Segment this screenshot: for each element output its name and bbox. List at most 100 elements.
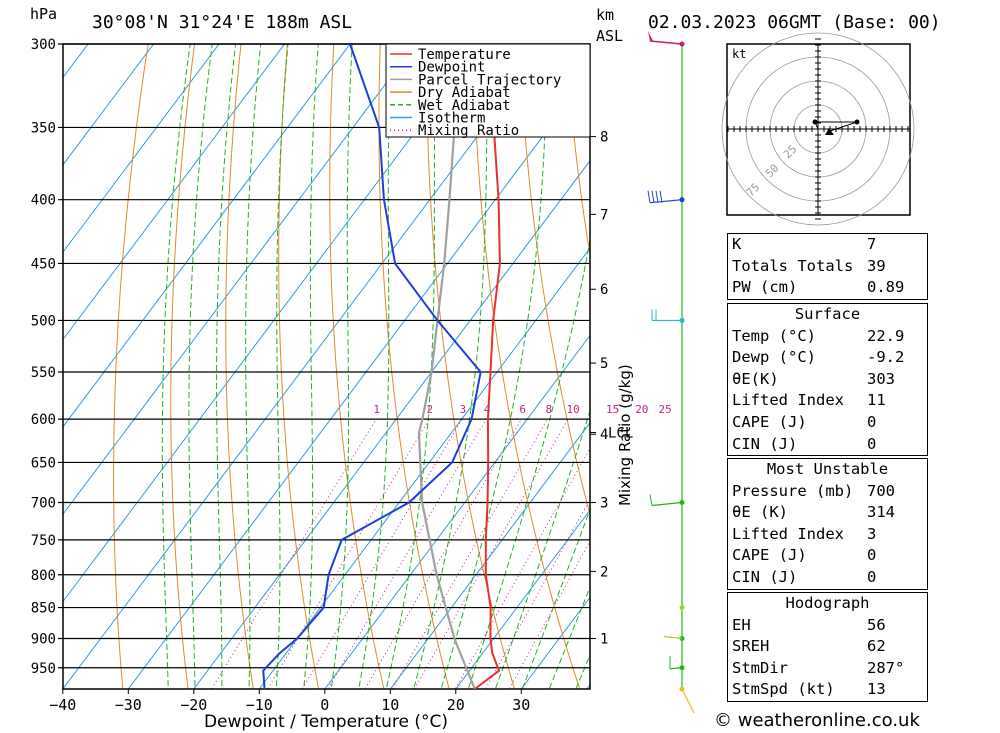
copyright-text: © weatheronline.co.uk [714,710,920,731]
legend-label: Isotherm [418,111,485,127]
dry-adiabat-line [426,44,515,689]
hodograph-title: Hodograph [785,594,870,612]
wind-flag [648,31,653,41]
most-unstable-table: Most Unstable Pressure (mb) 700 θE (K) 314 L… [727,458,928,590]
wind-barb [649,40,683,45]
wind-barb [663,635,683,640]
hodograph-unit: kt [732,47,746,61]
mixing-ratio-label: 2 [427,403,434,416]
dry-adiabat-line [978,26,1000,722]
x-tick-label: −10 [246,696,273,714]
isotherm-line [324,334,590,689]
dry-adiabat-line [519,44,590,517]
dry-adiabat-line [329,44,385,689]
dry-adiabat-line [278,44,320,689]
wet-adiabat-line [330,44,353,689]
index-row: Totals Totals 39 [728,256,927,278]
mixing-ratio-label: 8 [546,403,553,416]
dry-adiabat-line [225,44,254,689]
surface-row: Lifted Index 11 [728,390,927,412]
mixing-ratio-label: 10 [567,403,580,416]
unstable-value: 0 [867,546,877,565]
wet-adiabat-line [245,44,262,689]
surface-value: 0 [867,412,877,431]
wet-adiabat-line [161,44,191,689]
mixing-ratio-line [266,418,430,689]
pressure-tick-label: 550 [31,365,56,381]
km-tick-label: 7 [600,207,608,223]
wet-adiabat-line [548,585,590,689]
wind-barb-feather [659,190,663,203]
hodo-value: 56 [867,615,886,634]
wind-barb [649,199,683,204]
legend-label: Mixing Ratio [418,123,519,139]
surface-row: Dewp (°C) -9.2 [728,347,927,369]
surface-label: θE(K) [732,369,779,388]
unstable-row: θE (K) 314 [728,502,927,524]
isotherm-line [63,44,89,79]
surface-value: 303 [867,369,895,388]
pressure-tick-label: 700 [31,496,56,512]
mixing-ratio-line [211,418,377,689]
legend-label: Wet Adiabat [418,98,511,114]
surface-label: CAPE (J) [732,412,807,431]
legend-box [385,43,591,138]
wind-barb [681,688,695,714]
storm-motion-marker [825,128,834,135]
hodo-value: 13 [867,680,886,699]
dry-adiabat-line [113,44,149,689]
wet-adiabat-line [494,409,590,689]
hodo-label: SREH [732,637,770,656]
unstable-label: θE (K) [732,503,788,522]
parcel-trajectory-line [417,44,476,689]
mixing-ratio-line [508,540,590,689]
isotherm-line [63,44,155,166]
isotherm-line [63,44,220,253]
unstable-row: Lifted Index 3 [728,524,927,546]
isotherm-line [63,44,417,515]
most-unstable-title: Most Unstable [766,460,889,478]
y-axis-unit: hPa [30,5,57,23]
hodo-label: StmSpd (kt) [732,680,835,699]
surface-label: Dewp (°C) [732,348,816,367]
unstable-row: CAPE (J) 0 [728,545,927,567]
surface-label: Lifted Index [732,391,844,410]
unstable-value: 700 [867,481,895,500]
index-label: Totals Totals [732,256,854,275]
dry-adiabat-line [170,44,196,689]
basic-indices-table: K 7 Totals Totals 39 PW (cm) 0.89 [727,233,928,300]
unstable-value: 0 [867,567,877,586]
index-value: 0.89 [867,278,905,297]
hodograph-point [812,119,818,125]
wind-barb [669,667,683,670]
x-tick-label: 20 [447,696,465,714]
pressure-tick-label: 600 [31,412,56,428]
isotherm-line [63,44,286,341]
wet-adiabat-line [467,237,590,689]
hodo-row: SREH 62 [728,636,927,658]
isotherm-line [193,159,590,689]
wet-adiabat-line [440,44,548,689]
wet-adiabat-line [385,44,437,689]
mixing-ratio-line [454,447,590,689]
pressure-tick-label: 300 [31,37,56,53]
surface-row: θE(K) 303 [728,369,927,391]
dry-adiabat-line [378,44,450,689]
x-tick-label: −30 [115,696,142,714]
pressure-tick-label: 650 [31,455,56,471]
surface-value: 22.9 [867,326,905,345]
surface-table: Surface Temp (°C) 22.9 Dewp (°C) -9.2 θE(K) 3… [727,303,928,457]
surface-value: -9.2 [867,348,905,367]
isotherm-line [520,596,590,689]
hodo-value: 62 [867,637,886,656]
hodo-label: StmDir [732,658,788,677]
wind-level-dot [679,605,685,611]
km-tick-label: 3 [600,496,608,512]
surface-label: CIN (J) [732,434,798,453]
date-header: 02.03.2023 06GMT (Base: 00) [648,12,941,33]
hodo-label: EH [732,615,751,634]
hodo-row: StmSpd (kt) 13 [728,679,927,701]
unstable-label: CAPE (J) [732,546,807,565]
index-label: PW (cm) [732,278,798,297]
unstable-value: 3 [867,524,877,543]
